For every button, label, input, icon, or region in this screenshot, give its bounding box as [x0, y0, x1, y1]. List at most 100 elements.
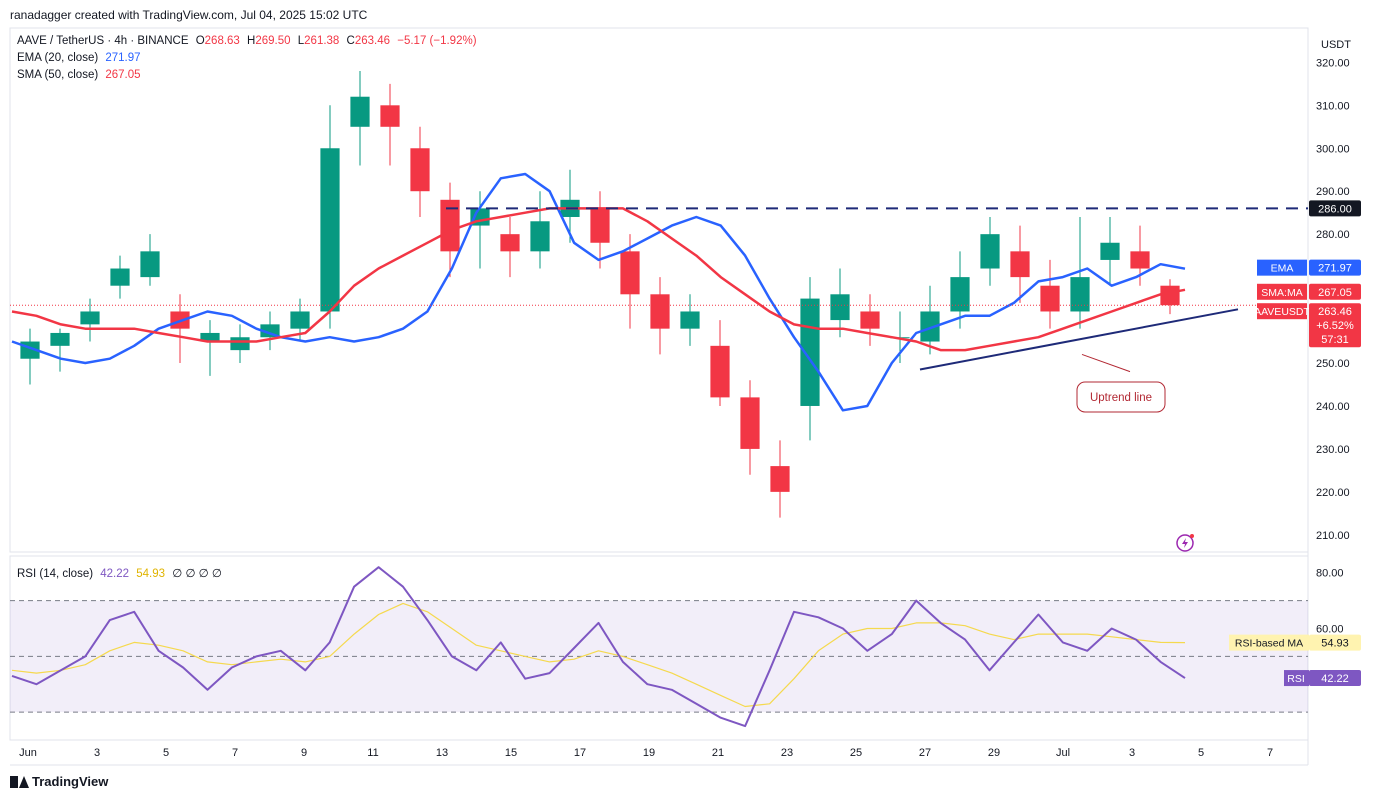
- time-tick-label: 29: [988, 747, 1000, 759]
- candle-body: [860, 311, 880, 329]
- rsi-legend[interactable]: RSI (14, close) 42.22 54.93 ∅ ∅ ∅ ∅: [17, 566, 226, 580]
- price-pane-frame: [9, 27, 1309, 553]
- time-tick-label: 9: [301, 747, 307, 759]
- symbol-tag-change: +6.52%: [1316, 320, 1354, 332]
- sma-tag-value: 267.05: [1318, 287, 1352, 299]
- lightning-icon[interactable]: [1176, 534, 1194, 552]
- ema-tag-value-bg: [1309, 259, 1361, 276]
- low-key: L: [297, 35, 305, 47]
- candle-body: [230, 337, 250, 351]
- lightning-icon-bolt: [1182, 538, 1188, 548]
- rsi-tick-label: 80.00: [1316, 568, 1344, 580]
- rsi-ma-tag-label-bg: [1229, 634, 1309, 651]
- candle-body: [110, 268, 130, 286]
- candle-body: [140, 251, 160, 278]
- rsi-ma-legend-value: 54.93: [136, 568, 166, 580]
- candle-body: [530, 221, 550, 252]
- ema-legend-label: EMA (20, close): [17, 52, 99, 64]
- symbol-label[interactable]: AAVE / TetherUS · 4h · BINANCE: [17, 35, 189, 47]
- candle-body: [680, 311, 700, 329]
- candle-body: [500, 234, 520, 252]
- price-tick-label: 210.00: [1316, 530, 1350, 542]
- sma-legend-label: SMA (50, close): [17, 69, 99, 81]
- candle-body: [740, 397, 760, 449]
- candle-body: [710, 345, 730, 398]
- time-tick-label: 25: [850, 747, 862, 759]
- candle-body: [1010, 251, 1030, 278]
- symbol-tag-value-bg: [1309, 303, 1361, 348]
- symbol-tag-label-bg: [1257, 303, 1307, 320]
- candle-body: [1070, 277, 1090, 312]
- sma-tag-value-bg: [1309, 283, 1361, 300]
- symbol-tag-label: AAVEUSDT: [1254, 306, 1310, 318]
- rsi-tag-value-bg: [1309, 670, 1361, 687]
- time-tick-label: 11: [367, 747, 378, 759]
- rsi-ma-tag-value-bg: [1309, 634, 1361, 651]
- uptrend-line: [919, 308, 1239, 371]
- rsi-legend-label: RSI (14, close): [17, 568, 94, 580]
- rsi-line: [11, 566, 1186, 728]
- sma-legend[interactable]: SMA (50, close) 267.05: [17, 69, 145, 81]
- time-tick-label: 5: [1198, 747, 1204, 759]
- ema-line: [11, 172, 1186, 412]
- ema-tag-value: 271.97: [1318, 263, 1352, 275]
- ema-legend[interactable]: EMA (20, close) 271.97: [17, 52, 145, 64]
- symbol-tag-value: 263.46: [1318, 306, 1352, 318]
- candle-body: [290, 311, 310, 329]
- rsi-ma-tag-label: RSI-based MA: [1235, 638, 1303, 650]
- time-tick-label: 5: [163, 747, 169, 759]
- sma-legend-value: 267.05: [105, 69, 141, 81]
- candle-body: [590, 208, 610, 243]
- candle-body: [980, 234, 1000, 269]
- time-tick-label: 27: [919, 747, 931, 759]
- candle-body: [830, 294, 850, 321]
- sma-tag-label: SMA:MA: [1261, 287, 1302, 299]
- close-value: 263.46: [354, 35, 391, 47]
- price-tick-label: 310.00: [1316, 100, 1350, 112]
- brand-label: TradingView: [32, 774, 109, 789]
- sma-line: [11, 207, 1186, 352]
- time-tick-label: 3: [94, 747, 100, 759]
- resistance-tag-value-bg: [1309, 200, 1361, 217]
- candle-body: [1100, 242, 1120, 260]
- candle-body: [80, 311, 100, 325]
- annotation-box: [1076, 381, 1166, 413]
- time-tick-label: 23: [781, 747, 793, 759]
- rsi-legend-extra: ∅ ∅ ∅ ∅: [172, 568, 222, 580]
- price-tick-label: 320.00: [1316, 57, 1350, 69]
- time-tick-label: 15: [505, 747, 517, 759]
- candle-body: [200, 332, 220, 342]
- candle-body: [1160, 285, 1180, 306]
- symbol-tag-timer: 57:31: [1321, 334, 1349, 346]
- candle-body: [650, 294, 670, 329]
- high-key: H: [247, 35, 256, 47]
- ema-legend-value: 271.97: [105, 52, 141, 64]
- time-tick-label: 3: [1129, 747, 1135, 759]
- candle-body: [440, 199, 460, 252]
- tradingview-brand[interactable]: TradingView: [10, 774, 108, 789]
- candle-body: [50, 332, 70, 346]
- time-tick-label: 7: [1267, 747, 1273, 759]
- rsi-tag-label: RSI: [1287, 673, 1305, 685]
- candle-body: [1130, 251, 1150, 269]
- author-credit: ranadagger created with TradingView.com,…: [10, 8, 368, 22]
- time-tick-label: 19: [643, 747, 655, 759]
- annotation-pointer: [1081, 353, 1131, 373]
- rsi-tick-label: 60.00: [1316, 623, 1344, 635]
- rsi-tag-value: 42.22: [1321, 673, 1349, 685]
- resistance-tag-value: 286.00: [1318, 203, 1352, 215]
- candle-body: [770, 466, 790, 492]
- candle-body: [950, 277, 970, 312]
- close-key: C: [346, 35, 355, 47]
- candle-body: [410, 148, 430, 192]
- price-tick-label: 290.00: [1316, 186, 1350, 198]
- price-legend: AAVE / TetherUS · 4h · BINANCE O268.63 H…: [17, 35, 481, 47]
- time-tick-label: Jun: [19, 747, 37, 759]
- time-tick-label: 7: [232, 747, 238, 759]
- price-tick-label: 250.00: [1316, 358, 1350, 370]
- time-tick-label: 13: [436, 747, 448, 759]
- change-value: −5.17 (−1.92%): [397, 35, 477, 47]
- rsi-ma-tag-value: 54.93: [1321, 638, 1349, 650]
